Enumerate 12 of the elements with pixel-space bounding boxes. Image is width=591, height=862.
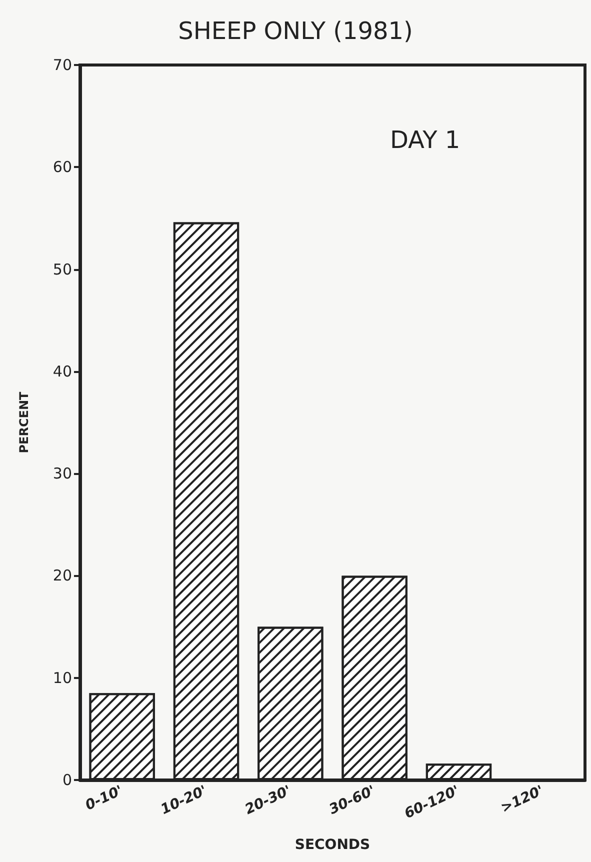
y-tick-label: 60 [52, 158, 72, 176]
y-tick-label: 20 [52, 566, 72, 585]
y-axis-title: PERCENT [17, 390, 31, 454]
y-tick-label: 0 [62, 771, 72, 789]
x-axis-title: SECONDS [294, 837, 370, 853]
annotation: DAY 1 [390, 126, 460, 154]
y-tick-label: 10 [52, 668, 72, 687]
y-tick-label: 30 [52, 464, 72, 483]
y-tick-label: 50 [52, 260, 72, 278]
chart-title: SHEEP ONLY (1981) [178, 17, 413, 45]
y-tick-label: 40 [52, 362, 72, 380]
y-tick-label: 70 [52, 56, 72, 74]
